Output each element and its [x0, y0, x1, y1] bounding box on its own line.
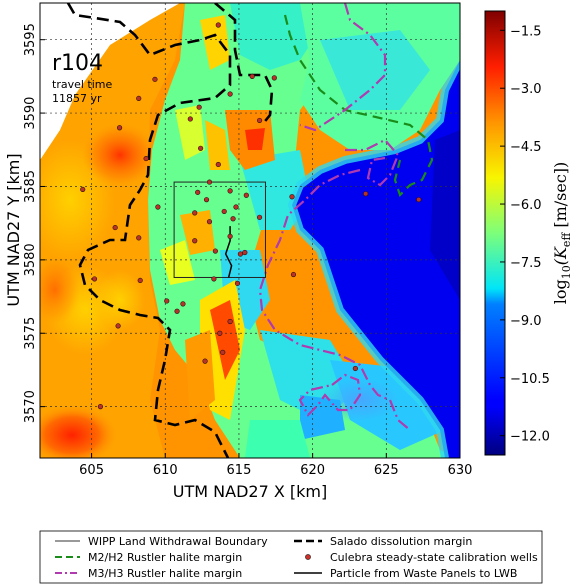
calibration-well	[192, 238, 198, 244]
legend-m2h2: M2/H2 Rustler halite margin	[88, 551, 242, 564]
colorbar: −1.5 −3.0 −4.5 −6.0 −7.5 −9.0 −10.5 −12.0 log10…	[484, 10, 573, 456]
wipp-land-withdrawal-boundary	[173, 181, 266, 278]
calibration-well	[227, 91, 233, 97]
m3-h3-rustler-halite-margin	[258, 3, 411, 431]
plot-frame	[39, 2, 461, 459]
x-tick-label: 630	[448, 463, 473, 478]
salado-dissolution-margin	[66, 3, 232, 458]
calibration-well	[234, 280, 241, 286]
calibration-well	[196, 104, 202, 110]
m2-h2-rustler-halite-margin	[283, 14, 434, 198]
y-tick-label: 3570	[23, 390, 38, 423]
y-tick-label: 3580	[23, 243, 38, 276]
calibration-well	[227, 188, 233, 194]
calibration-well	[174, 308, 180, 314]
calibration-well	[242, 249, 248, 256]
calibration-well	[155, 204, 161, 210]
y-axis-ticks: 3570 3575 3580 3585 3590 3595	[23, 23, 45, 423]
calibration-well	[352, 365, 358, 372]
calibration-well	[243, 192, 249, 198]
calibration-well	[230, 216, 236, 222]
calibration-well	[91, 276, 98, 282]
calibration-well	[217, 330, 223, 336]
calibration-well	[203, 197, 210, 203]
calibration-well	[212, 248, 218, 254]
calibration-well	[80, 186, 86, 193]
legend-particle: Particle from Waste Panels to LWB	[330, 567, 517, 580]
calibration-well	[136, 235, 142, 241]
calibration-well	[198, 145, 204, 151]
calibration-well	[220, 349, 226, 355]
calibration-well	[116, 125, 123, 131]
y-tick-label: 3575	[23, 317, 38, 350]
legend-box	[39, 530, 543, 584]
x-tick-label: 625	[374, 463, 399, 478]
x-tick-label: 620	[300, 463, 325, 478]
calibration-well	[206, 179, 213, 185]
colorbar-gradient	[484, 10, 506, 456]
calibration-well	[97, 404, 104, 410]
calibration-well	[136, 95, 142, 102]
panel-label: r104	[52, 51, 103, 76]
legend-wipp: WIPP Land Withdrawal Boundary	[88, 535, 268, 548]
calibration-well	[271, 75, 277, 81]
annotation-years: 11857 yr	[52, 92, 102, 105]
calibration-well	[112, 224, 118, 231]
annotation-travel-time: travel time	[52, 78, 112, 91]
calibration-well	[233, 204, 239, 210]
colorbar-tick-label: −10.5	[510, 372, 550, 387]
calibration-well	[289, 194, 295, 200]
y-axis-label: UTM NAD27 Y [km]	[4, 153, 23, 306]
colorbar-tick-label: −9.0	[510, 314, 542, 329]
x-tick-label: 615	[227, 463, 252, 478]
x-tick-label: 605	[79, 463, 104, 478]
x-axis-label: UTM NAD27 X [km]	[173, 482, 327, 501]
calibration-well	[290, 271, 297, 278]
calibration-well	[256, 117, 263, 124]
colorbar-tick-label: −7.5	[510, 256, 542, 271]
calibration-well	[227, 318, 233, 325]
colorbar-tick-label: −1.5	[510, 24, 542, 39]
calibration-well	[237, 251, 244, 257]
y-tick-label: 3590	[23, 97, 38, 130]
calibration-well	[192, 210, 198, 216]
y-tick-label: 3595	[23, 23, 38, 56]
colorbar-ticks: −1.5 −3.0 −4.5 −6.0 −7.5 −9.0 −10.5 −12.0	[500, 24, 550, 445]
colorbar-tick-label: −6.0	[510, 198, 542, 213]
heatmap-image	[40, 3, 460, 458]
legend-salado: Salado dissolution margin	[330, 535, 472, 548]
calibration-well	[115, 323, 121, 329]
calibration-well	[164, 298, 170, 304]
calibration-well	[152, 76, 158, 82]
colorbar-tick-label: −12.0	[510, 430, 550, 445]
colorbar-tick-label: −3.0	[510, 82, 542, 97]
calibration-well	[221, 208, 227, 215]
legend-m3h3: M3/H3 Rustler halite margin	[88, 567, 242, 580]
calibration-well	[137, 277, 143, 284]
x-axis-ticks: 605 610 615 620 625 630	[79, 453, 472, 478]
legend: WIPP Land Withdrawal Boundary Salado dis…	[39, 530, 543, 584]
calibration-well	[195, 189, 201, 195]
calibration-well	[256, 214, 263, 220]
colorbar-tick-label: −4.5	[510, 140, 542, 155]
calibration-well	[187, 116, 193, 122]
calibration-well	[363, 191, 369, 197]
colorbar-label: log10(Keff [m/sec])	[551, 162, 573, 305]
grid-lines	[40, 3, 460, 458]
x-tick-label: 610	[153, 463, 178, 478]
legend-wells: Culebra steady-state calibration wells	[330, 551, 538, 564]
calibration-well	[416, 197, 422, 203]
calibration-well	[249, 73, 255, 79]
calibration-well	[180, 301, 186, 307]
calibration-well	[211, 276, 217, 282]
y-tick-label: 3585	[23, 170, 38, 203]
calibration-well	[215, 161, 221, 168]
calibration-well	[227, 233, 233, 239]
calibration-well	[206, 219, 213, 225]
calibration-well	[202, 358, 208, 364]
calibration-well	[143, 155, 149, 162]
calibration-wells	[80, 22, 422, 410]
calibration-well	[215, 22, 221, 28]
